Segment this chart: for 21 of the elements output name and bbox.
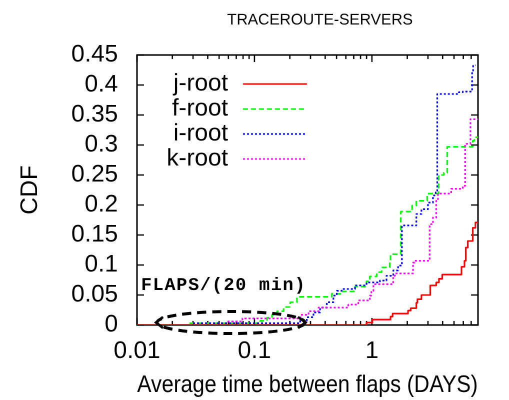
y-tick-label: 0.4 [84,70,118,98]
legend-label: i-root [173,120,228,147]
legend-label: j-root [172,70,228,97]
y-tick-label: 0.2 [84,190,118,218]
y-tick-label: 0.05 [71,280,118,308]
legend-label: k-root [166,144,228,172]
y-tick-label: 0.35 [71,100,118,128]
x-axis-title: Average time between flaps (DAYS) [137,370,478,398]
chart-title: TRACEROUTE-SERVERS [227,11,413,28]
legend-label: f-root [172,94,228,122]
y-axis-title: CDF [16,165,44,215]
annotation: FLAPS/(20 min) [141,276,306,296]
x-tick-label: 1 [365,337,379,364]
x-tick-label: 0.1 [238,337,272,364]
y-tick-label: 0.1 [84,250,118,278]
y-tick-label: 0.3 [84,130,118,158]
y-tick-label: 0 [104,310,118,338]
x-tick-label: 0.01 [114,337,160,364]
y-tick-label: 0.45 [71,40,118,68]
y-tick-label: 0.15 [71,220,118,248]
y-tick-label: 0.25 [71,160,118,188]
